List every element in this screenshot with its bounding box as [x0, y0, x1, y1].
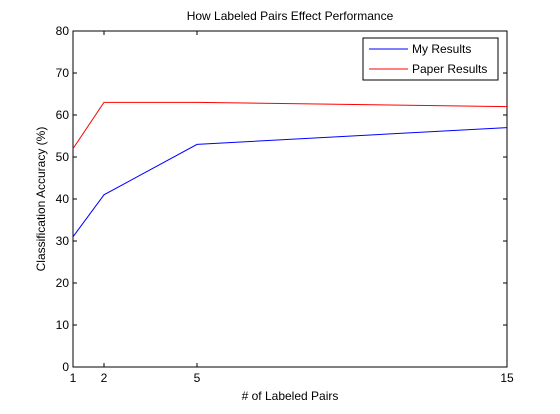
y-tick-label: 0	[62, 360, 69, 374]
y-tick-label: 80	[56, 24, 70, 38]
y-tick-label: 20	[56, 276, 70, 290]
chart-title: How Labeled Pairs Effect Performance	[186, 9, 394, 23]
legend-box	[362, 37, 499, 81]
plot-frame	[72, 30, 508, 368]
series-line-2	[72, 101, 508, 149]
legend-label: Paper Results	[412, 62, 487, 76]
y-tick-label: 50	[56, 150, 70, 164]
legend-label: My Results	[412, 42, 471, 56]
y-tick-label: 10	[56, 318, 70, 332]
y-tick-label: 70	[56, 66, 70, 80]
y-tick-label: 40	[56, 192, 70, 206]
series-lines	[72, 101, 508, 238]
x-axis-label: # of Labeled Pairs	[241, 389, 339, 403]
x-tick-label: 15	[500, 371, 514, 385]
x-tick-label: 1	[70, 371, 77, 385]
series-line-1	[72, 127, 508, 238]
x-tick-label: 5	[194, 371, 201, 385]
y-tick-label: 30	[56, 234, 70, 248]
x-tick-label: 2	[101, 371, 108, 385]
legend: My Results Paper Results	[362, 37, 499, 81]
plot-area	[72, 30, 508, 368]
axis-ticks: 1 2 5 15 0 10 20 30 40 50 60 70 80	[56, 24, 514, 385]
y-tick-label: 60	[56, 108, 70, 122]
